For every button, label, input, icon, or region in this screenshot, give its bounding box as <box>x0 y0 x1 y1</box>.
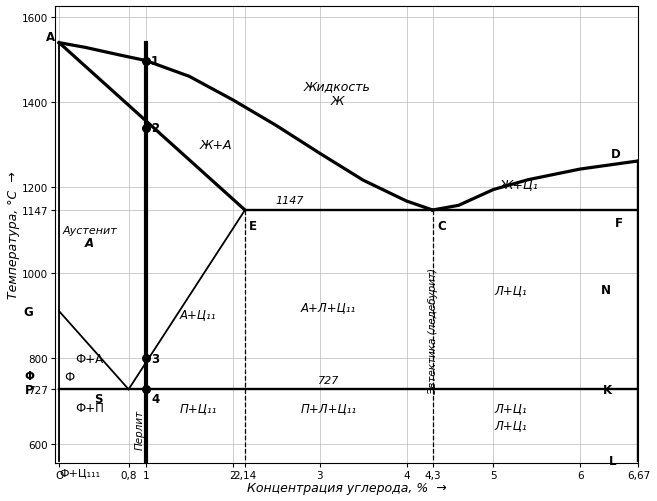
Text: А+Л+Ц₁₁: А+Л+Ц₁₁ <box>301 301 356 314</box>
Text: Ф+П: Ф+П <box>75 401 104 414</box>
Text: А+Ц₁₁: А+Ц₁₁ <box>180 307 216 320</box>
Text: 1: 1 <box>151 55 159 68</box>
Text: Ф: Ф <box>64 370 75 383</box>
Text: Ж+А: Ж+А <box>199 139 232 152</box>
Text: G: G <box>23 305 33 318</box>
Text: C: C <box>437 219 445 232</box>
Text: 1147: 1147 <box>275 196 304 206</box>
Text: А: А <box>85 237 94 250</box>
Text: Ж+Ц₁: Ж+Ц₁ <box>500 177 539 190</box>
Text: П+Ц₁₁: П+Ц₁₁ <box>179 401 217 414</box>
Text: Ф+Ц₁₁₁: Ф+Ц₁₁₁ <box>59 467 101 477</box>
Text: Л+Ц₁: Л+Ц₁ <box>495 401 527 414</box>
Text: Жидкость
Ж: Жидкость Ж <box>304 80 371 108</box>
Text: S: S <box>94 392 102 405</box>
Text: Φ: Φ <box>25 369 35 382</box>
Text: F: F <box>615 217 623 230</box>
Text: P: P <box>24 383 33 396</box>
X-axis label: Концентрация углерода, %  →: Концентрация углерода, % → <box>247 481 447 494</box>
Text: Ф+А: Ф+А <box>76 353 104 366</box>
Text: E: E <box>248 219 256 232</box>
Text: Л+Ц₁: Л+Ц₁ <box>495 284 527 297</box>
Text: 727: 727 <box>318 375 339 385</box>
Text: N: N <box>600 284 610 297</box>
Text: 4: 4 <box>151 392 160 405</box>
Text: D: D <box>610 147 620 160</box>
Text: A: A <box>46 31 55 44</box>
Text: K: K <box>603 383 612 396</box>
Text: Л+Ц₁: Л+Ц₁ <box>495 418 527 431</box>
Text: Аустенит: Аустенит <box>62 225 117 235</box>
Text: П+Л+Ц₁₁: П+Л+Ц₁₁ <box>300 401 357 414</box>
Text: Эвтектика (ледебурит): Эвтектика (ледебурит) <box>428 268 438 394</box>
Text: Перлит: Перлит <box>135 409 145 449</box>
Text: L: L <box>609 454 617 467</box>
Y-axis label: Температура, °C  →: Температура, °C → <box>7 171 20 299</box>
Text: 2: 2 <box>151 122 159 135</box>
Text: 3: 3 <box>151 352 159 365</box>
